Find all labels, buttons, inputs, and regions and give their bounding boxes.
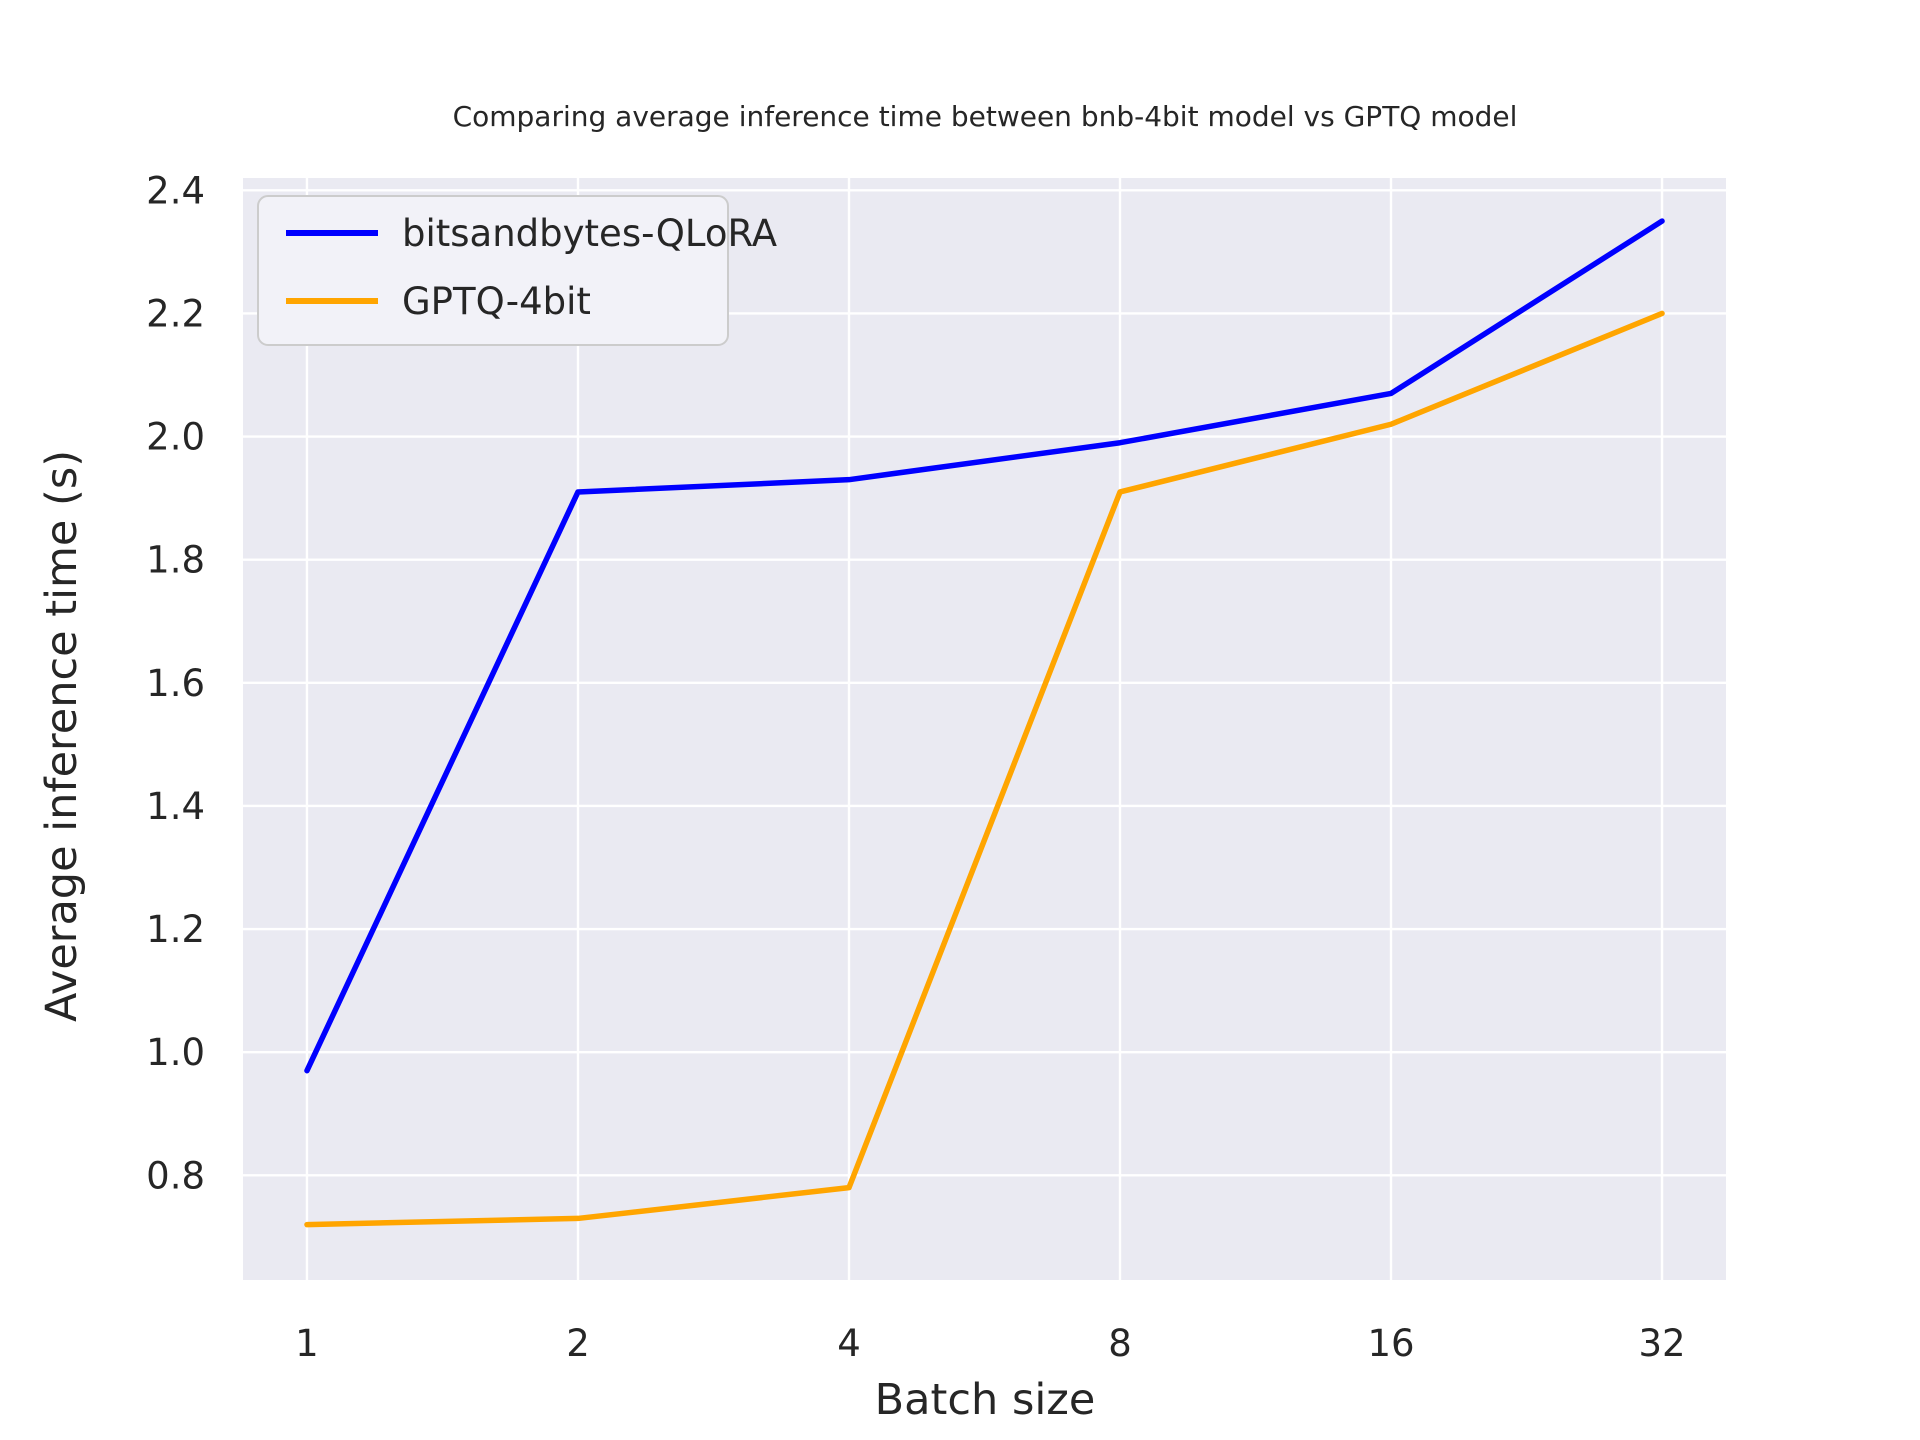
y-axis-label: Average inference time (s) [37,450,87,1022]
series-line-bitsandbytes-qlora [304,218,1665,1074]
legend-label: GPTQ-4bit [402,280,591,323]
x-tick-label: 2 [566,1322,590,1365]
x-tick-label: 32 [1638,1322,1685,1365]
chart-title: Comparing average inference time between… [453,100,1518,133]
y-tick-label: 1.8 [146,539,205,582]
y-axis-tick-labels: 0.8 1.0 1.2 1.4 1.6 1.8 2.0 2.2 2.4 [146,169,205,1197]
y-tick-label: 0.8 [146,1154,205,1197]
x-axis-label: Batch size [875,1375,1096,1425]
x-tick-label: 16 [1367,1322,1414,1365]
x-tick-label: 8 [1108,1322,1132,1365]
x-axis-tick-labels: 1 2 4 8 16 32 [295,1322,1685,1365]
series-line-gptq-4bit [304,310,1665,1228]
y-tick-label: 2.4 [146,169,205,212]
series-group [304,218,1665,1228]
legend-label: bitsandbytes-QLoRA [402,212,777,255]
y-tick-label: 2.2 [146,292,205,335]
legend: bitsandbytes-QLoRA GPTQ-4bit [257,195,777,346]
y-tick-label: 1.4 [146,785,205,828]
y-tick-label: 1.2 [146,908,205,951]
plot-area [243,178,1726,1280]
y-tick-label: 2.0 [146,416,205,459]
y-tick-label: 1.6 [146,662,205,705]
y-tick-label: 1.0 [146,1031,205,1074]
x-tick-label: 1 [295,1322,319,1365]
x-tick-label: 4 [837,1322,861,1365]
